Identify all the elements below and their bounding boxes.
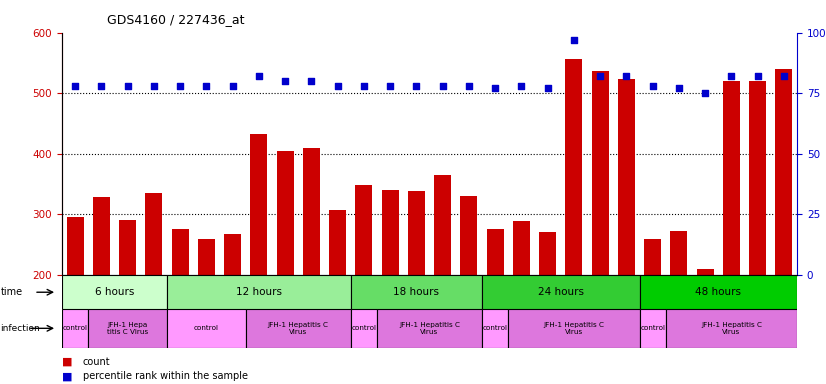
Bar [88, 309, 167, 348]
Point [567, 37, 581, 43]
Bar [565, 59, 582, 275]
Bar [644, 240, 662, 275]
Bar [434, 175, 451, 275]
Bar [382, 190, 399, 275]
Text: JFH-1 Hepatitis C
Virus: JFH-1 Hepatitis C Virus [268, 322, 329, 335]
Bar [145, 193, 163, 275]
Bar [172, 229, 188, 275]
Point [95, 83, 108, 89]
Text: JFH-1 Hepatitis C
Virus: JFH-1 Hepatitis C Virus [701, 322, 762, 335]
Bar [776, 69, 792, 275]
Point [358, 83, 371, 89]
Bar [167, 275, 351, 309]
Text: JFH-1 Hepatitis C
Virus: JFH-1 Hepatitis C Virus [544, 322, 605, 335]
Bar [508, 309, 639, 348]
Bar [167, 309, 246, 348]
Bar [639, 275, 797, 309]
Bar [666, 309, 797, 348]
Point [200, 83, 213, 89]
Bar [639, 309, 666, 348]
Text: control: control [351, 325, 377, 331]
Text: ■: ■ [62, 357, 73, 367]
Bar [539, 232, 556, 275]
Text: GDS4160 / 227436_at: GDS4160 / 227436_at [107, 13, 244, 26]
Point [410, 83, 423, 89]
Point [699, 90, 712, 96]
Text: control: control [482, 325, 508, 331]
Point [331, 83, 344, 89]
Text: infection: infection [0, 324, 40, 333]
Bar [246, 309, 351, 348]
Bar [351, 275, 482, 309]
Bar [351, 309, 377, 348]
Bar [62, 309, 88, 348]
Bar [62, 275, 167, 309]
Point [252, 73, 265, 79]
Bar [119, 220, 136, 275]
Point [646, 83, 659, 89]
Text: 12 hours: 12 hours [236, 287, 282, 297]
Point [777, 73, 790, 79]
Bar [355, 185, 373, 275]
Point [121, 83, 134, 89]
Text: control: control [194, 325, 219, 331]
Text: 24 hours: 24 hours [538, 287, 584, 297]
Bar [93, 197, 110, 275]
Point [305, 78, 318, 84]
Bar [513, 221, 530, 275]
Bar [197, 240, 215, 275]
Bar [618, 79, 635, 275]
Bar [487, 228, 504, 275]
Point [620, 73, 633, 79]
Point [488, 85, 501, 91]
Text: 48 hours: 48 hours [695, 287, 741, 297]
Bar [250, 134, 268, 275]
Point [383, 83, 396, 89]
Point [725, 73, 738, 79]
Point [226, 83, 240, 89]
Bar [591, 71, 609, 275]
Bar [377, 309, 482, 348]
Point [751, 73, 764, 79]
Bar [277, 151, 294, 275]
Text: JFH-1 Hepatitis C
Virus: JFH-1 Hepatitis C Virus [399, 322, 460, 335]
Text: 18 hours: 18 hours [393, 287, 439, 297]
Text: control: control [640, 325, 665, 331]
Point [672, 85, 686, 91]
Point [594, 73, 607, 79]
Text: ■: ■ [62, 371, 73, 381]
Bar [723, 81, 740, 275]
Point [278, 78, 292, 84]
Point [515, 83, 528, 89]
Point [541, 85, 554, 91]
Bar [329, 210, 346, 275]
Bar [460, 196, 477, 275]
Point [436, 83, 449, 89]
Text: control: control [63, 325, 88, 331]
Text: count: count [83, 357, 110, 367]
Text: JFH-1 Hepa
titis C Virus: JFH-1 Hepa titis C Virus [107, 322, 148, 335]
Point [463, 83, 476, 89]
Bar [696, 268, 714, 275]
Bar [482, 275, 639, 309]
Point [147, 83, 160, 89]
Bar [303, 147, 320, 275]
Bar [67, 217, 83, 275]
Bar [482, 309, 508, 348]
Bar [224, 234, 241, 275]
Text: percentile rank within the sample: percentile rank within the sample [83, 371, 248, 381]
Text: time: time [2, 287, 23, 297]
Bar [671, 231, 687, 275]
Bar [408, 191, 425, 275]
Bar [749, 81, 767, 275]
Point [69, 83, 82, 89]
Text: 6 hours: 6 hours [95, 287, 134, 297]
Point [173, 83, 187, 89]
